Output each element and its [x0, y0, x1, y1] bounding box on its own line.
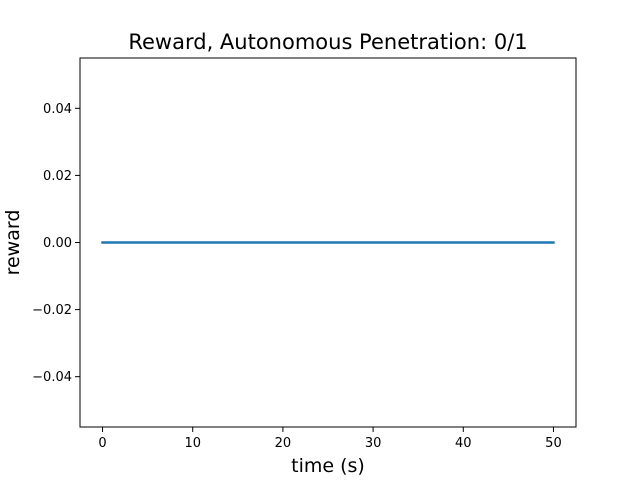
- y-tick-label: −0.02: [32, 303, 72, 318]
- y-axis-label: reward: [2, 210, 24, 276]
- x-axis-ticks: 0 10 20 30 40 50: [98, 427, 562, 451]
- y-tick-label: 0.02: [43, 169, 72, 184]
- x-axis-label: time (s): [291, 455, 365, 477]
- chart-title: Reward, Autonomous Penetration: 0/1: [128, 30, 527, 54]
- y-tick-label: 0.04: [43, 102, 72, 117]
- x-tick-label: 40: [455, 436, 472, 451]
- y-axis-ticks: −0.04 −0.02 0.00 0.02 0.04: [32, 102, 80, 385]
- x-tick-label: 10: [184, 436, 201, 451]
- x-tick-label: 30: [365, 436, 382, 451]
- y-tick-label: 0.00: [43, 236, 72, 251]
- x-tick-label: 0: [98, 436, 106, 451]
- x-tick-label: 50: [545, 436, 562, 451]
- y-tick-label: −0.04: [32, 370, 72, 385]
- x-tick-label: 20: [275, 436, 292, 451]
